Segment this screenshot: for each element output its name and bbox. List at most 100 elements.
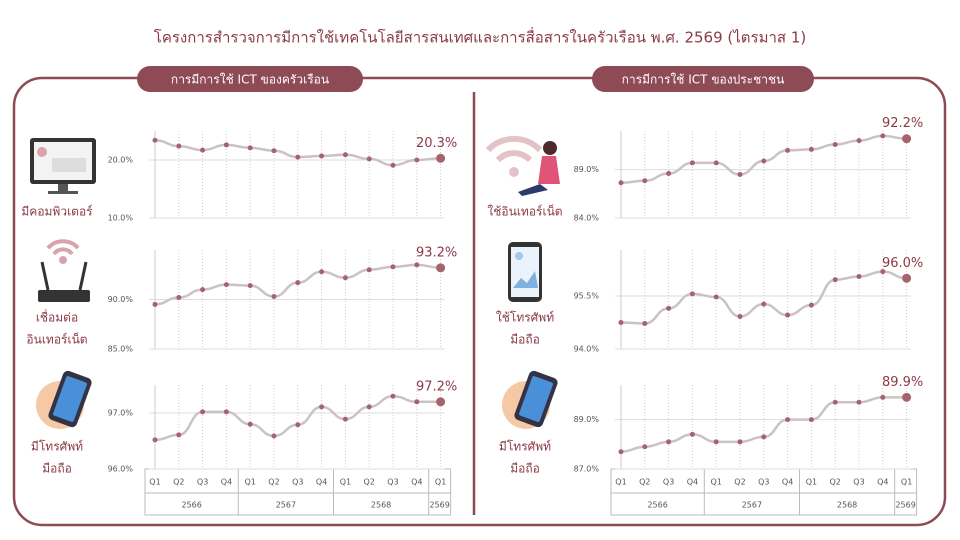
point [152,137,158,143]
x-tick-label: Q1 [149,478,160,487]
x-year-label: 2569 [895,501,915,510]
series-label: เชื่อมต่อ [36,309,78,325]
point [271,294,277,300]
panel-header: การมีการใช้ ICT ของประชาชน [622,73,785,87]
x-tick-label: Q1 [340,478,351,487]
x-tick-label: Q3 [292,478,303,487]
point [666,439,672,445]
point [366,267,372,273]
point [271,433,277,439]
point [832,399,838,405]
computer-icon [30,138,96,194]
point [808,146,814,152]
x-tick-label: Q1 [615,478,626,487]
point [223,409,229,415]
point [319,404,325,410]
y-tick-label: 84.0% [574,214,600,223]
y-tick-label: 10.0% [108,214,134,223]
point [713,439,719,445]
value-label: 20.3% [416,136,457,151]
x-tick-label: Q4 [782,478,793,487]
point [176,432,182,438]
point [319,269,325,275]
value-label: 96.0% [882,256,923,271]
x-year-label: 2568 [371,501,391,510]
point [223,142,229,148]
x-tick-label: Q3 [853,478,864,487]
point [713,294,719,300]
value-label: 97.2% [416,379,457,394]
x-tick-label: Q1 [901,478,912,487]
point [152,301,158,307]
phone-icon [502,370,558,429]
point [342,275,348,281]
x-tick-label: Q3 [197,478,208,487]
x-year-label: 2566 [181,501,201,510]
series-label: มีโทรศัพท์ [499,440,551,454]
y-tick-label: 90.0% [108,295,134,304]
x-tick-label: Q3 [758,478,769,487]
point [785,417,791,423]
x-tick-label: Q2 [268,478,279,487]
phone-icon [36,370,92,429]
value-label: 89.9% [882,375,923,390]
series-label: อินเทอร์เน็ต [26,332,87,347]
point [689,291,695,297]
x-tick-label: Q2 [734,478,745,487]
panel-header: การมีการใช้ ICT ของครัวเรือน [171,73,329,87]
line [620,270,907,325]
point [880,394,886,400]
series-label: มือถือ [510,333,540,347]
point [390,162,396,168]
x-tick-label: Q4 [316,478,327,487]
y-tick-label: 89.0% [574,165,600,174]
point [689,160,695,166]
point [176,143,182,149]
x-tick-label: Q2 [639,478,650,487]
point [642,321,648,327]
point [366,156,372,162]
point [832,142,838,148]
point [808,417,814,423]
point [856,274,862,280]
x-tick-label: Q3 [663,478,674,487]
point [618,319,624,325]
x-year-label: 2567 [742,501,762,510]
y-tick-label: 89.0% [574,415,600,424]
x-tick-label: Q4 [411,478,422,487]
y-tick-label: 96.0% [108,465,134,474]
point [342,152,348,158]
point [247,283,253,289]
x-tick-label: Q1 [245,478,256,487]
series-label: มีโทรศัพท์ [31,440,83,454]
point [880,133,886,139]
point [902,134,912,144]
point [295,154,301,160]
point [666,305,672,311]
point [390,264,396,270]
y-tick-label: 97.0% [108,409,134,418]
x-tick-label: Q4 [687,478,698,487]
point [761,301,767,307]
series-label: ใช้โทรศัพท์ [496,311,554,325]
point [856,399,862,405]
point [618,180,624,186]
x-year-label: 2569 [429,501,449,510]
x-tick-label: Q1 [711,478,722,487]
point [342,416,348,422]
point [414,399,420,405]
value-label: 92.2% [882,116,923,131]
point [247,421,253,427]
x-year-label: 2567 [276,501,296,510]
y-tick-label: 94.0% [574,345,600,354]
point [666,171,672,177]
y-tick-label: 85.0% [108,345,134,354]
point [737,172,743,177]
point [200,147,206,153]
y-tick-label: 20.0% [108,156,134,165]
panel-header-bg [137,66,363,92]
point [390,393,396,399]
internet-user-icon [485,135,560,196]
